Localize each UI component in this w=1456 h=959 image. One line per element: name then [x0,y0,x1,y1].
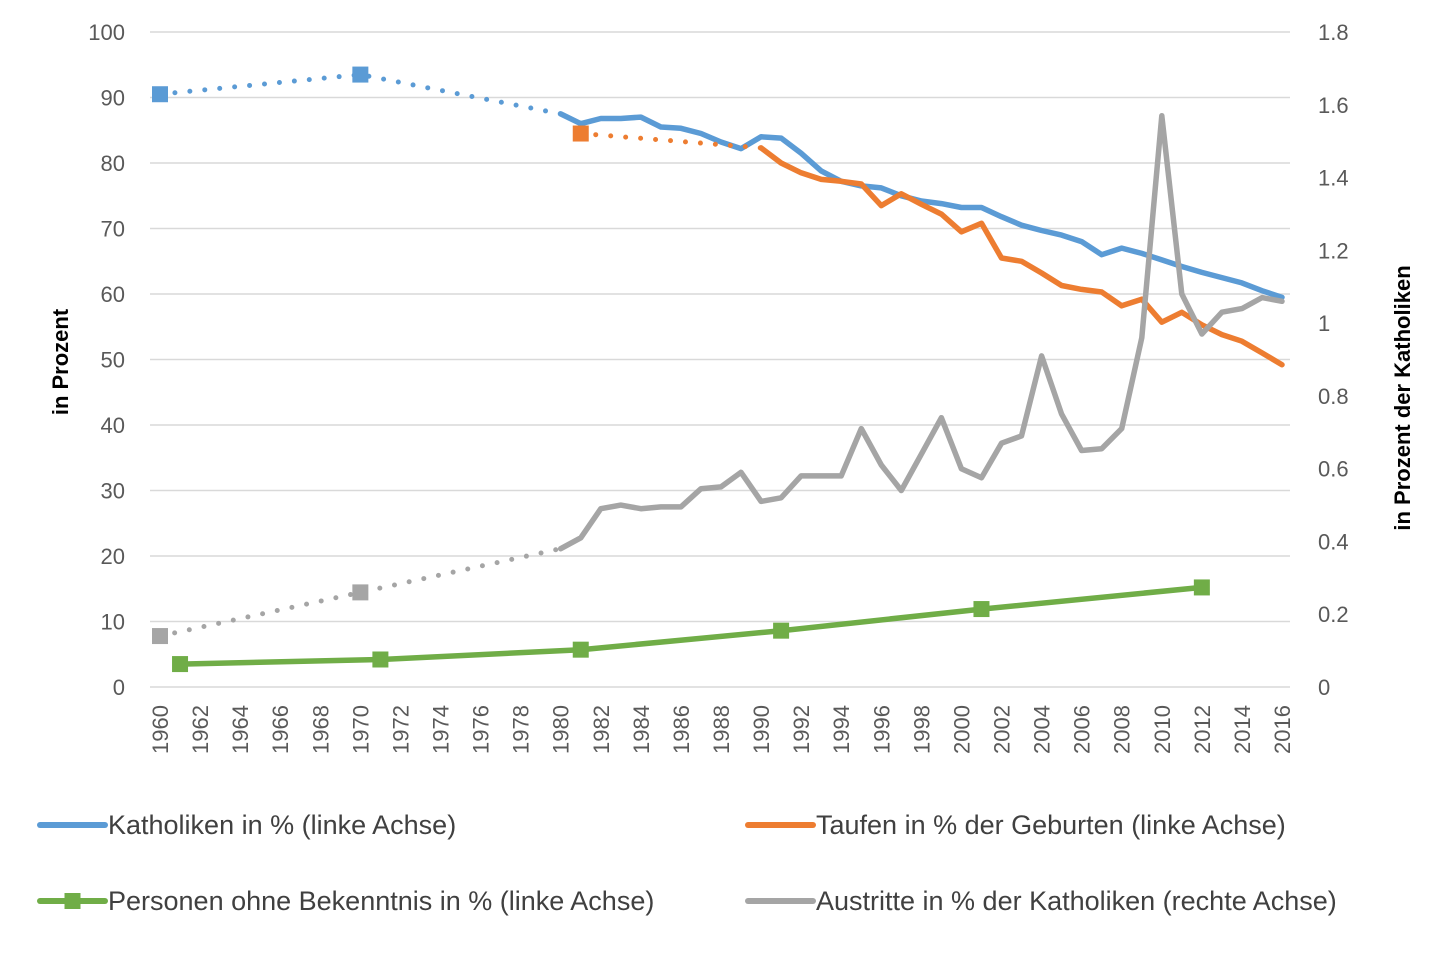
left-tick-label: 100 [88,20,125,45]
series-2 [172,579,1210,673]
x-tick-label: 1962 [188,705,213,754]
x-tick-label: 1966 [268,705,293,754]
left-tick-label: 90 [101,86,125,111]
series-marker [1193,579,1210,596]
x-tick-label: 1996 [869,705,894,754]
x-tick-label: 2008 [1110,705,1135,754]
x-tick-label: 1990 [749,705,774,754]
right-tick-label: 1.4 [1318,166,1349,191]
x-tick-label: 1968 [308,705,333,754]
series-layer [152,66,1285,673]
series-marker [152,86,168,103]
x-tick-label: 1960 [148,705,173,754]
x-tick-label: 2016 [1270,705,1295,754]
series-0 [152,66,1285,301]
x-tick-label: 1986 [669,705,694,754]
series-marker [973,601,990,618]
x-tick-label: 2006 [1070,705,1095,754]
series-marker [572,125,589,142]
x-tick-label: 2012 [1190,705,1215,754]
left-tick-label: 40 [101,413,125,438]
x-tick-label: 2000 [949,705,974,754]
series-line [557,111,1285,301]
series-marker [352,584,369,601]
x-tick-label: 1970 [348,705,373,754]
series-marker [773,622,790,639]
x-tick-label: 2004 [1030,705,1055,754]
series-marker [572,641,589,658]
left-tick-label: 20 [101,544,125,569]
left-tick-label: 50 [101,348,125,373]
x-axis-ticks: 1960 1962 1964 1966 1968 1970 1972 1974 1976 1978… [148,705,1295,754]
x-tick-label: 1992 [789,705,814,754]
legend-marker [64,893,81,909]
legend: Katholiken in % (linke Achse) Taufen in %… [37,810,1337,916]
legend-item: Katholiken in % (linke Achse) [37,810,456,840]
legend-label: Austritte in % der Katholiken (rechte Ac… [816,886,1337,916]
right-tick-label: 1.8 [1318,20,1349,45]
series-marker [372,651,389,668]
left-tick-label: 10 [101,610,125,635]
x-tick-label: 1972 [388,705,413,754]
x-tick-label: 1984 [629,705,654,754]
x-tick-label: 2002 [990,705,1015,754]
legend-label: Personen ohne Bekenntnis in % (linke Ach… [108,886,654,916]
left-axis-title: in Prozent [48,308,73,415]
x-tick-label: 1998 [909,705,934,754]
x-tick-label: 1994 [829,705,854,754]
x-tick-label: 1988 [709,705,734,754]
series-marker [352,66,369,83]
legend-item: Austritte in % der Katholiken (rechte Ac… [745,886,1337,916]
series-marker [152,628,168,645]
gridlines [150,31,1290,688]
left-tick-label: 60 [101,282,125,307]
right-tick-label: 1.6 [1318,93,1349,118]
x-tick-label: 1978 [509,705,534,754]
right-tick-label: 0.4 [1318,529,1349,554]
legend-item: Taufen in % der Geburten (linke Achse) [745,810,1286,840]
x-tick-label: 1980 [549,705,574,754]
right-axis-ticks: 0 0.2 0.4 0.6 0.8 1 1.2 1.4 1.6 1.8 [1318,20,1349,700]
left-tick-label: 0 [113,675,125,700]
series-line [557,112,1285,552]
x-tick-label: 1974 [429,705,454,754]
right-tick-label: 0.6 [1318,457,1349,482]
x-tick-label: 1982 [589,705,614,754]
series-3 [152,112,1285,645]
left-tick-label: 80 [101,151,125,176]
right-tick-label: 0.8 [1318,384,1349,409]
legend-label: Taufen in % der Geburten (linke Achse) [816,810,1286,840]
legend-item: Personen ohne Bekenntnis in % (linke Ach… [37,886,654,916]
right-axis-title: in Prozent der Katholiken [1390,265,1415,530]
legend-label: Katholiken in % (linke Achse) [108,810,456,840]
series-marker [172,656,189,673]
series-line [177,584,1205,667]
right-tick-label: 1 [1318,311,1330,336]
right-tick-label: 0.2 [1318,602,1349,627]
left-tick-label: 70 [101,217,125,242]
x-tick-label: 2014 [1230,705,1255,754]
right-tick-label: 1.2 [1318,238,1349,263]
left-axis-ticks: 0 10 20 30 40 50 60 70 80 90 100 [88,20,125,700]
x-tick-label: 1976 [469,705,494,754]
x-tick-label: 1964 [228,705,253,754]
right-tick-label: 0 [1318,675,1330,700]
left-tick-label: 30 [101,479,125,504]
x-tick-label: 2010 [1150,705,1175,754]
series-dotted-line [578,131,764,151]
